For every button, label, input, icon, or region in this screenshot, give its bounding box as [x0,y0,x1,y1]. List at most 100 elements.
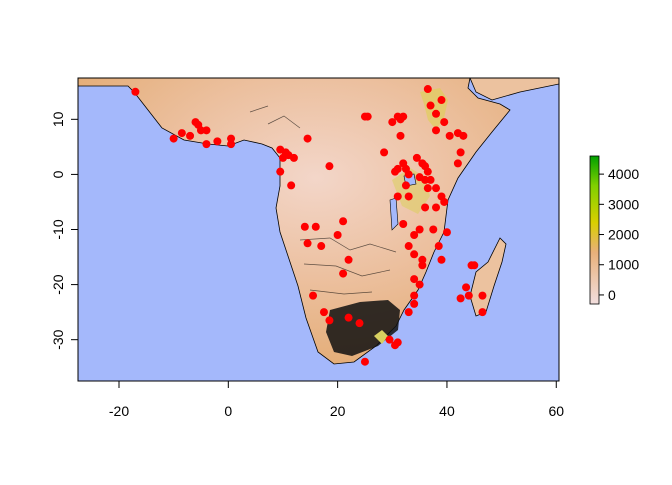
occurrence-point [464,291,473,300]
occurrence-point [380,148,389,157]
arabia-edge [469,78,559,101]
legend-ticks: 4000 3000 2000 1000 0 [599,166,639,303]
occurrence-point [227,134,236,143]
occurrence-point [456,294,465,303]
occurrence-point [339,269,348,278]
occurrence-point [325,316,334,325]
occurrence-point [319,308,328,317]
occurrence-point [399,219,408,228]
occurrence-point [459,131,468,140]
y-tick-label: -10 [50,219,66,239]
occurrence-point [432,126,441,135]
occurrence-point [393,164,402,173]
occurrence-point [287,181,296,190]
occurrence-point [426,175,435,184]
lesotho-highlands [374,330,388,344]
legend-bar [589,155,600,305]
occurrence-point [303,134,312,143]
occurrence-point [434,242,443,251]
y-axis: 10 0 -10 -20 -30 [50,111,79,350]
occurrence-point [276,167,285,176]
occurrence-point [423,184,432,193]
occurrence-point [300,222,309,231]
map-panel [78,78,559,381]
x-tick-label: -20 [109,403,129,419]
legend-tick-label: 2000 [608,227,639,243]
occurrence-point [393,192,402,201]
occurrence-point [478,308,487,317]
occurrence-point [309,291,318,300]
occurrence-point [432,184,441,193]
occurrence-point [440,118,449,127]
occurrence-point [385,335,394,344]
y-tick-label: -30 [50,329,66,349]
occurrence-point [418,255,427,264]
occurrence-point [440,197,449,206]
x-tick-label: 60 [548,403,564,419]
occurrence-point [399,112,408,121]
occurrence-point [437,96,446,105]
occurrence-point [333,231,342,240]
occurrence-point [344,313,353,322]
legend-tick-label: 4000 [608,166,639,182]
x-tick-label: 20 [330,403,346,419]
occurrence-point [421,175,430,184]
occurrence-point [401,181,410,190]
legend-tick-label: 1000 [608,257,639,273]
occurrence-point [437,255,446,264]
occurrence-point [445,131,454,140]
occurrence-points [131,85,487,366]
occurrence-point [355,319,364,328]
occurrence-point [325,162,334,171]
occurrence-point [227,140,236,149]
occurrence-point [415,225,424,234]
x-tick-label: 0 [224,403,232,419]
occurrence-point [404,308,413,317]
occurrence-point [169,134,178,143]
occurrence-point [456,148,465,157]
occurrence-point [289,153,298,162]
occurrence-point [303,239,312,248]
occurrence-point [415,280,424,289]
occurrence-point [311,222,320,231]
occurrence-point [404,170,413,179]
legend-tick-label: 0 [608,287,616,303]
occurrence-point [131,87,140,96]
occurrence-point [410,250,419,259]
occurrence-point [478,291,487,300]
legend-tick-label: 3000 [608,196,639,212]
occurrence-point [442,228,451,237]
occurrence-point [432,109,441,118]
occurrence-point [462,283,471,292]
occurrence-point [429,225,438,234]
occurrence-point [196,126,205,135]
y-tick-label: 0 [50,170,66,178]
occurrence-point [404,192,413,201]
occurrence-point [363,112,372,121]
occurrence-point [186,131,195,140]
occurrence-point [410,275,419,284]
occurrence-point [410,299,419,308]
occurrence-point [453,159,462,168]
occurrence-point [177,129,186,138]
occurrence-point [339,217,348,226]
occurrence-point [426,101,435,110]
occurrence-point [344,255,353,264]
occurrence-point [418,261,427,270]
occurrence-point [202,140,211,149]
y-tick-label: -20 [50,274,66,294]
occurrence-point [360,357,369,366]
africa-landmass [78,78,511,365]
occurrence-point [396,131,405,140]
congo-basin-detail [249,105,397,295]
occurrence-point [421,203,430,212]
occurrence-point [202,126,211,135]
color-legend: 4000 3000 2000 1000 0 [589,155,639,305]
occurrence-point [423,167,432,176]
occurrence-point [391,341,400,350]
occurrence-point [213,137,222,146]
occurrence-point [423,85,432,94]
occurrence-point [404,242,413,251]
occurrence-point [388,118,397,127]
